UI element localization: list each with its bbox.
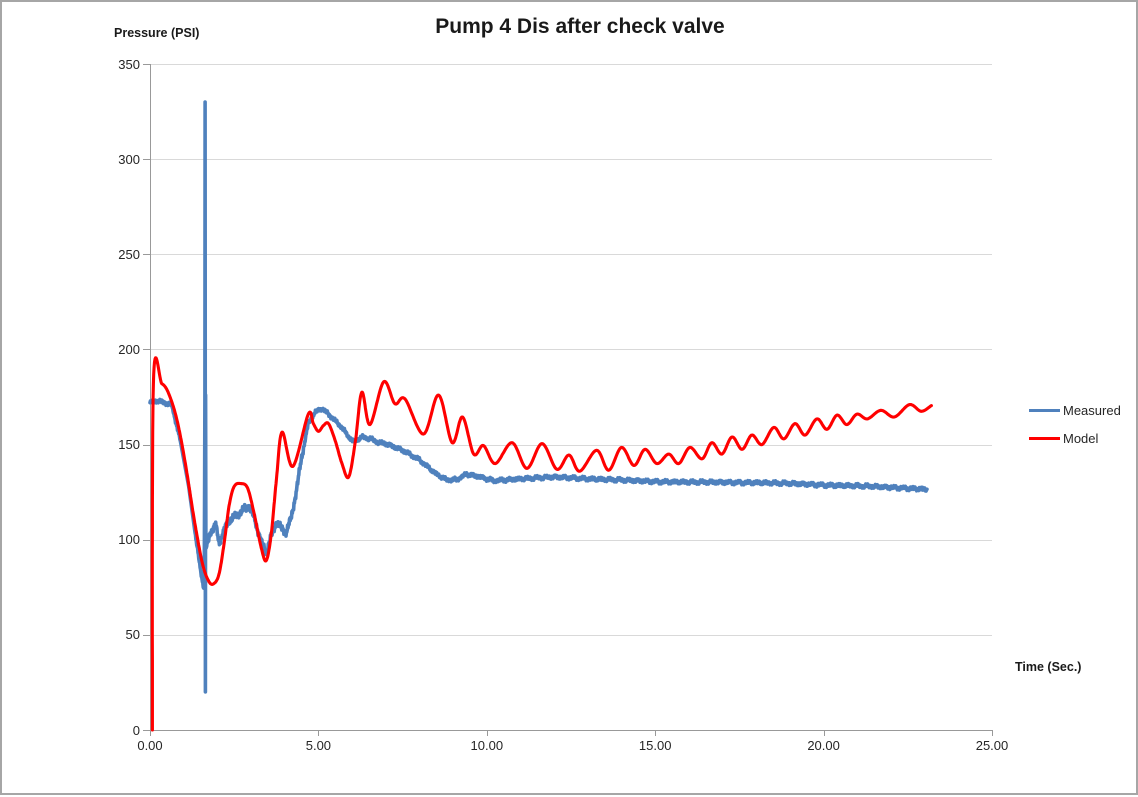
chart-title: Pump 4 Dis after check valve bbox=[435, 15, 725, 38]
y-axis-title: Pressure (PSI) bbox=[114, 26, 200, 40]
x-tick-label: 10.00 bbox=[470, 738, 504, 753]
y-tick-label: 0 bbox=[132, 722, 140, 738]
x-tick-label: 25.00 bbox=[975, 738, 1009, 753]
y-tick-label: 200 bbox=[118, 341, 140, 357]
x-axis-title: Time (Sec.) bbox=[1015, 660, 1082, 674]
y-tick-label: 50 bbox=[125, 627, 140, 643]
series-model bbox=[150, 356, 933, 732]
y-tick-label: 150 bbox=[118, 437, 140, 453]
legend-line-model bbox=[1029, 436, 1060, 440]
legend-line-measured bbox=[1029, 408, 1060, 412]
x-tick-label: 0.00 bbox=[137, 738, 163, 753]
y-tick-label: 300 bbox=[118, 151, 140, 167]
series-measured bbox=[148, 100, 929, 694]
legend-entry-model: Model bbox=[1029, 429, 1098, 447]
legend-label: Measured bbox=[1063, 402, 1121, 418]
legend-entry-measured: Measured bbox=[1029, 401, 1121, 419]
legend-label: Model bbox=[1063, 430, 1099, 446]
y-tick-label: 250 bbox=[118, 246, 140, 262]
x-tick-label: 15.00 bbox=[638, 738, 672, 753]
y-tick-label: 350 bbox=[118, 56, 140, 72]
y-tick-label: 100 bbox=[118, 532, 140, 548]
x-tick-label: 20.00 bbox=[807, 738, 840, 753]
x-tick-label: 5.00 bbox=[305, 738, 332, 753]
